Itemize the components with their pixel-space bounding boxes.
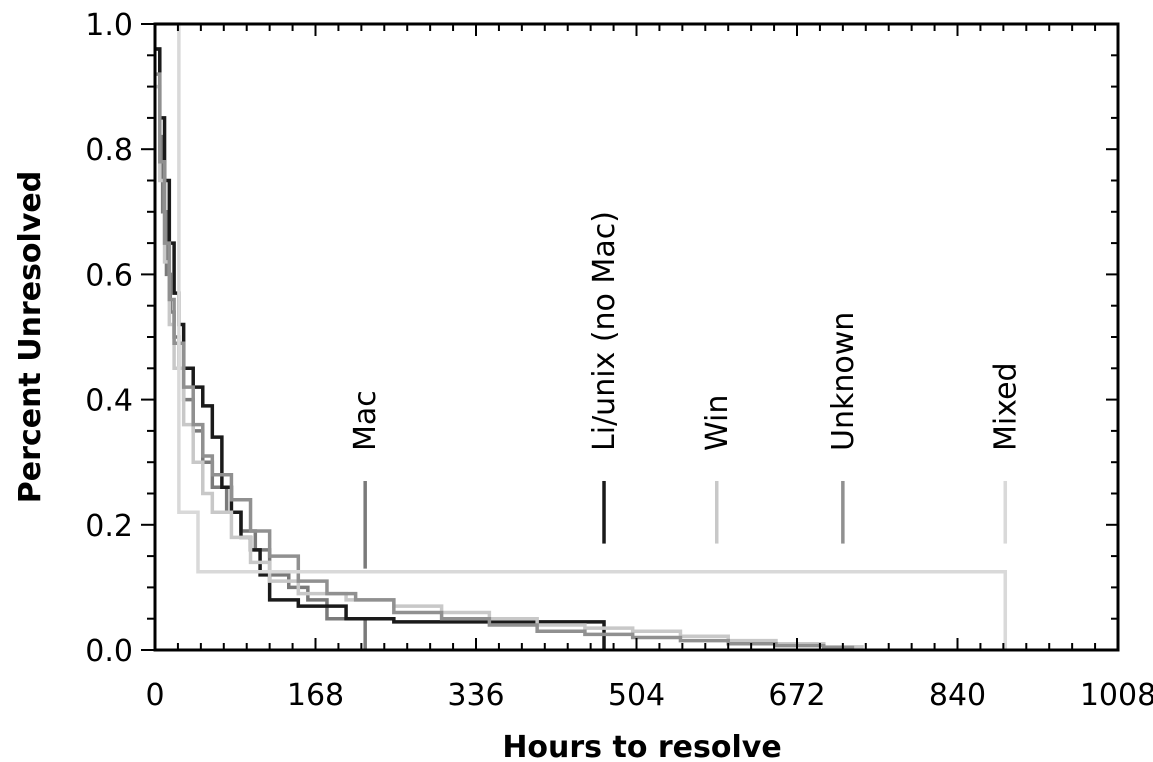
y-tick-labels: 0.0 0.2 0.4 0.6 0.8 1.0 [85,8,133,669]
series-label-li-unix-no-mac: Li/unix (no Mac) [587,211,622,451]
marker-layer [363,480,1008,569]
x-tick-label: 1008 [1080,678,1153,713]
series-label-mixed: Mixed [988,362,1023,451]
series-label-mac: Mac [348,390,383,451]
x-tick-label: 336 [447,678,504,713]
tick-layer [141,23,1119,651]
y-tick-label: 0.6 [85,258,133,293]
series-label-win: Win [700,395,735,451]
x-tick-label: 504 [608,678,665,713]
y-tick-label: 0.4 [85,384,133,419]
y-tick-label: 0.2 [85,509,133,544]
x-tick-label: 0 [145,678,164,713]
x-tick-label: 168 [287,678,344,713]
x-tick-labels: 0 168 336 504 672 840 1008 [145,678,1153,713]
y-tick-label: 0.8 [85,133,133,168]
series-layer [155,22,1008,650]
y-tick-label: 1.0 [85,8,133,43]
series-line-li-unix-no-mac [155,47,606,650]
series-label-layer: Mac Li/unix (no Mac) Win Unknown Mixed [348,211,1023,451]
y-axis-title: Percent Unresolved [13,171,48,503]
series-label-unknown: Unknown [826,312,861,451]
x-tick-label: 840 [929,678,986,713]
x-tick-label: 672 [768,678,825,713]
y-tick-label: 0.0 [85,634,133,669]
x-axis-title: Hours to resolve [502,730,781,762]
